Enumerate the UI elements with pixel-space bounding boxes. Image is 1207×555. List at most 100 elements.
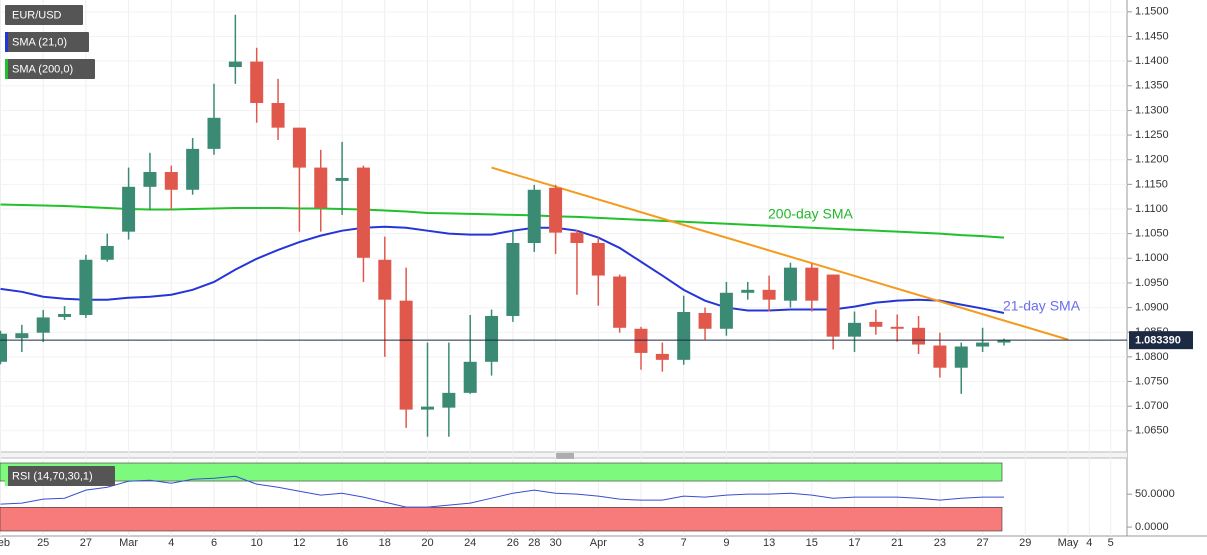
x-tick-label: 15	[806, 537, 818, 549]
candle-body	[399, 300, 413, 410]
candle-body	[122, 186, 136, 232]
annotation: 200-day SMA	[768, 205, 853, 221]
candle-body	[783, 267, 797, 301]
y-tick-label: 1.1400	[1135, 55, 1169, 67]
candle-body	[869, 321, 883, 327]
candle-body	[36, 317, 50, 333]
x-tick-label: 21	[891, 537, 903, 549]
legend-text: SMA (200,0)	[12, 63, 73, 75]
y-tick-label: 1.1000	[1135, 252, 1169, 264]
y-tick-label: 1.1300	[1135, 104, 1169, 116]
x-tick-label: Apr	[590, 537, 607, 549]
candle-body	[826, 274, 840, 337]
y-tick-label: 1.1100	[1135, 203, 1168, 215]
plot-area	[0, 0, 1127, 536]
overlay: Feb 25 27 Mar 4 6 10 12 16 18 20 24 26 28 30 Apr 3 7 9 13 15…	[0, 5, 1193, 549]
candle-body	[207, 117, 221, 149]
legend-text: SMA (21,0)	[12, 36, 67, 48]
candle-body	[762, 289, 776, 300]
candle-body	[912, 327, 926, 345]
candle-body	[805, 267, 819, 301]
candle-body	[741, 289, 755, 293]
candle-body	[591, 243, 605, 276]
y-tick-label: 1.1350	[1135, 80, 1169, 92]
legend-swatch	[5, 32, 8, 52]
candle-body	[634, 328, 648, 353]
candle-body	[271, 103, 285, 128]
y-tick-label: 1.0750	[1135, 375, 1169, 387]
y-tick-label: 50.0000	[1135, 488, 1175, 500]
y-tick-label: 1.1500	[1135, 6, 1169, 18]
y-tick-label: 0.0000	[1135, 521, 1169, 533]
candle-body	[549, 187, 563, 233]
y-tick-label: 1.1450	[1135, 30, 1169, 42]
x-tick-label: 13	[763, 537, 775, 549]
legend-box	[5, 466, 115, 486]
candle-body	[506, 243, 520, 316]
x-tick-label: Mar	[119, 537, 138, 549]
x-tick-label: 23	[934, 537, 946, 549]
y-tick-label: 1.1150	[1135, 178, 1168, 190]
x-tick-label: 6	[211, 537, 217, 549]
x-tick-label: May	[1058, 537, 1079, 549]
candle-body	[442, 392, 456, 408]
x-tick-label: 25	[37, 537, 49, 549]
last-price-box	[1129, 331, 1193, 350]
candle-body	[186, 148, 200, 190]
y-tick-label: 1.1050	[1135, 228, 1169, 240]
candle-body	[655, 353, 669, 360]
candle-body	[421, 406, 434, 410]
legend-swatch	[5, 59, 8, 79]
y-tick-label: 1.0900	[1135, 301, 1169, 313]
candle-body	[527, 189, 541, 244]
x-tick-label: 7	[681, 537, 687, 549]
panel-divider	[0, 452, 1127, 458]
oversold-band	[0, 507, 1003, 532]
candle-body	[15, 333, 29, 339]
legend-box	[5, 59, 95, 79]
sma-line	[0, 203, 1005, 239]
x-tick-label: 27	[976, 537, 988, 549]
candle-body	[143, 172, 157, 187]
x-tick-label: 28	[528, 537, 540, 549]
candle-body	[314, 167, 328, 209]
candle-body	[164, 172, 178, 190]
legend-text: RSI (14,70,30,1)	[12, 470, 93, 482]
x-tick-label: 30	[549, 537, 561, 549]
legend-box	[5, 5, 83, 25]
candle-body	[997, 340, 1011, 343]
y-tick-label: 1.0800	[1135, 351, 1169, 363]
x-tick-label: 24	[464, 537, 476, 549]
candle-body	[463, 361, 477, 393]
candle-body	[250, 61, 264, 104]
candle-body	[613, 276, 627, 328]
legend-text: EUR/USD	[12, 9, 62, 21]
x-tick-label: 5	[1108, 537, 1114, 549]
annotation: 21-day SMA	[1003, 298, 1081, 314]
legend-box	[5, 32, 89, 52]
candle-body	[954, 346, 968, 368]
candle-body	[848, 322, 861, 337]
legend-swatch	[5, 466, 8, 486]
candle-body	[79, 259, 93, 315]
candle-body	[58, 313, 72, 317]
candle-body	[698, 312, 712, 329]
candle-body	[292, 127, 306, 168]
overbought-band	[0, 462, 1003, 482]
x-tick-label: 20	[421, 537, 433, 549]
x-tick-label: 16	[336, 537, 348, 549]
candle-body	[570, 232, 584, 244]
candle-body	[228, 61, 242, 68]
x-tick-label: 9	[723, 537, 729, 549]
x-tick-label: 12	[293, 537, 305, 549]
candle-body	[719, 292, 733, 329]
x-tick-label: 17	[848, 537, 860, 549]
candle-body	[890, 326, 904, 329]
candle-body	[933, 345, 947, 368]
candle-body	[100, 245, 114, 260]
candle-body	[0, 333, 7, 362]
candle-body	[976, 342, 990, 347]
candle-body	[485, 315, 499, 362]
x-tick-label: 10	[251, 537, 263, 549]
